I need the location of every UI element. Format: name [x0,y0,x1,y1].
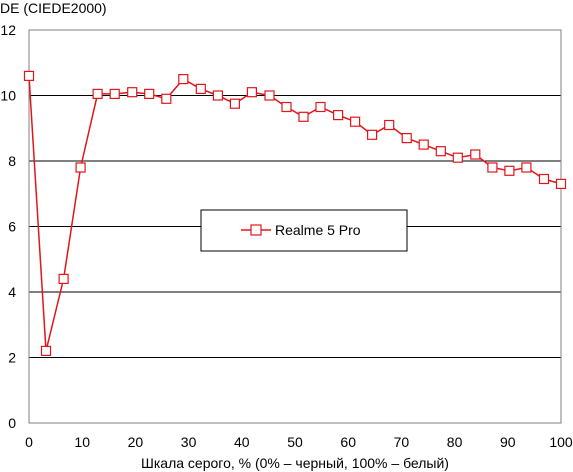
y-tick-label: 0 [8,415,16,431]
x-tick-label: 40 [234,434,250,450]
legend-marker [250,224,262,236]
data-point-marker [538,173,550,185]
data-point-marker [487,162,498,173]
data-point-marker [435,146,446,157]
x-axis-title: Шкала серого, % (0% – черный, 100% – бел… [141,455,449,471]
y-tick-label: 2 [8,350,16,366]
data-point-marker [23,70,35,82]
data-point-marker [401,133,412,144]
data-point-marker [195,83,206,95]
x-tick-label: 100 [549,434,573,450]
legend-box [200,209,408,252]
data-point-marker [315,101,326,113]
data-point-marker [109,88,120,100]
data-point-marker [264,90,275,101]
data-point-marker [298,111,309,122]
plot-frame [28,29,562,424]
data-point-marker [384,119,395,131]
data-point-marker [521,162,532,173]
legend: Realme 5 Pro [200,209,408,252]
x-tick-label: 0 [25,434,33,450]
data-point-marker [504,165,515,176]
series-group [23,70,567,356]
data-point-marker [178,73,189,85]
data-point-marker [418,139,429,150]
x-tick-label: 10 [74,434,90,450]
y-tick-label: 4 [8,284,16,300]
data-point-marker [58,273,69,284]
x-tick-label: 90 [500,434,516,450]
y-tick-label: 12 [0,22,16,38]
y-tick-label: 6 [8,219,16,235]
data-point-marker [212,90,223,101]
data-point-marker [350,116,361,127]
tick-labels: 0 2 4 6 8 10 12 0 10 20 30 40 50 60 70 80 90 100 [0,22,572,450]
x-tick-label: 30 [181,434,197,450]
data-point-marker [144,88,155,100]
x-tick-label: 50 [287,434,303,450]
data-point-marker [40,345,52,356]
legend-label: Realme 5 Pro [275,222,361,238]
data-point-marker [161,93,172,104]
data-point-marker [75,162,86,173]
data-point-marker [127,87,138,98]
data-point-marker [281,101,292,113]
y-axis-title: DE (CIEDE2000) [0,0,107,16]
data-point-marker [470,149,481,160]
x-tick-label: 70 [394,434,410,450]
y-tick-label: 8 [8,153,16,169]
data-point-marker [229,98,240,109]
y-tick-label: 10 [0,88,16,104]
x-tick-label: 20 [128,434,144,450]
x-tick-label: 60 [340,434,356,450]
data-point-marker [367,129,378,140]
data-point-marker [555,178,567,189]
data-point-marker [92,88,103,100]
data-point-marker [246,87,257,98]
data-point-marker [333,109,344,121]
data-point-marker [452,152,463,163]
x-tick-label: 80 [447,434,463,450]
